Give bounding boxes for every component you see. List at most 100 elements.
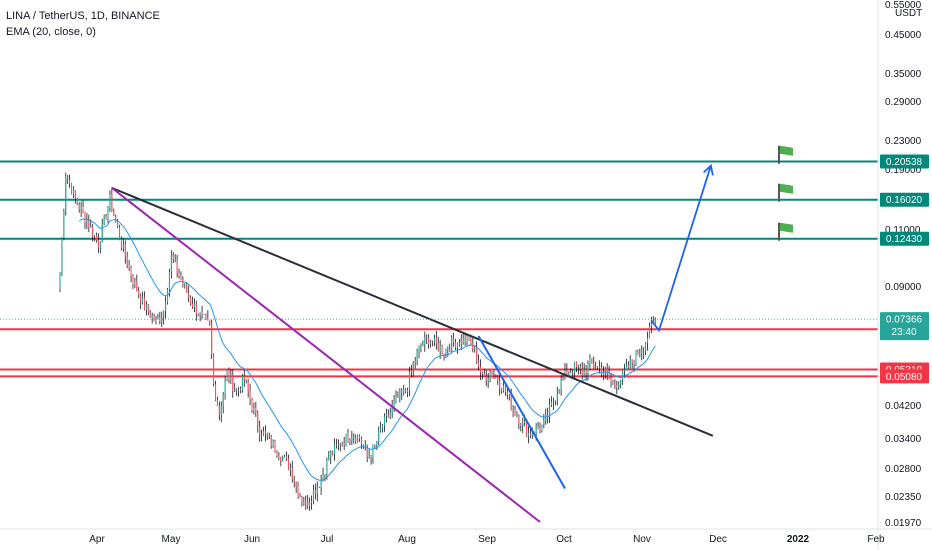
candle-body: [579, 366, 581, 369]
candle-body: [218, 405, 220, 415]
candle-body: [527, 433, 530, 437]
candle: [597, 366, 599, 370]
candle: [92, 223, 94, 242]
candle-body: [360, 438, 362, 445]
y-tick-label: 0.11000: [885, 225, 921, 236]
candle-body: [408, 372, 410, 391]
candle-body: [439, 346, 441, 352]
candle: [126, 251, 128, 269]
candle-body: [213, 354, 215, 385]
candle: [264, 425, 266, 442]
chart-legend: LINA / TetherUS, 1D, BINANCE EMA (20, cl…: [6, 8, 160, 40]
candle-body: [625, 364, 627, 370]
candle: [278, 452, 280, 461]
candle-body: [193, 303, 195, 308]
candle-body: [115, 215, 117, 222]
candle-body: [623, 369, 626, 371]
candle: [476, 341, 478, 364]
candle-body: [82, 206, 84, 212]
indicator-label[interactable]: EMA (20, close, 0): [6, 26, 96, 38]
candle: [406, 387, 409, 398]
candle-body: [410, 370, 412, 373]
candle: [481, 371, 483, 380]
candle-body: [197, 314, 199, 316]
candle-body: [453, 337, 455, 343]
candle-body: [393, 402, 395, 407]
candle-body: [435, 337, 437, 344]
candle: [214, 380, 217, 402]
flag-cloth: [780, 183, 793, 194]
candle: [84, 211, 86, 229]
candle-body: [362, 444, 364, 448]
candle: [487, 372, 489, 389]
candle: [574, 361, 576, 380]
candle-body: [368, 455, 370, 457]
candle: [378, 426, 380, 446]
candle: [485, 369, 487, 387]
candle: [67, 174, 69, 185]
candle: [391, 399, 393, 419]
candle: [268, 432, 270, 440]
candle-body: [485, 376, 487, 381]
candle: [639, 348, 641, 358]
candle-body: [650, 323, 652, 326]
candle-body: [604, 368, 606, 373]
candle-body: [324, 474, 326, 476]
candle: [253, 402, 255, 415]
candle-body: [549, 405, 551, 417]
candle: [430, 339, 432, 348]
candle: [61, 237, 63, 277]
candle-body: [76, 198, 78, 205]
candle: [216, 396, 218, 407]
candle: [410, 364, 412, 378]
candle: [149, 310, 151, 318]
candle-body: [238, 389, 240, 391]
candle: [577, 364, 579, 375]
candle: [334, 438, 336, 461]
price-tag-label: 0.05080: [886, 372, 923, 383]
flag-icon: [778, 145, 793, 164]
symbol-title[interactable]: LINA / TetherUS, 1D, BINANCE: [6, 10, 160, 22]
candle-body: [478, 361, 480, 367]
candle: [261, 429, 263, 442]
candle-body: [431, 341, 434, 343]
candle: [251, 397, 253, 413]
candle-body: [209, 320, 211, 325]
candle-body: [508, 395, 510, 397]
candle: [581, 361, 583, 380]
candle: [547, 407, 549, 424]
candle-body: [70, 183, 73, 195]
candle-body: [92, 226, 94, 237]
x-tick-label: Jul: [321, 534, 334, 545]
candle-body: [299, 496, 301, 498]
candle: [239, 386, 242, 394]
candle: [478, 354, 480, 371]
x-tick-label: Sep: [478, 534, 496, 545]
last-price-value: 0.07366: [886, 315, 923, 326]
candle-body: [153, 316, 155, 322]
candle: [554, 400, 556, 406]
candle-body: [358, 435, 361, 439]
candle: [120, 236, 122, 251]
candle-body: [399, 390, 401, 398]
candle-body: [101, 224, 103, 243]
candle-body: [468, 336, 470, 341]
candle: [372, 444, 374, 464]
candle: [572, 369, 574, 379]
candle-body: [328, 457, 330, 460]
candle-body: [437, 343, 439, 352]
candle-body: [499, 380, 501, 388]
candle: [443, 353, 445, 361]
candle: [460, 334, 462, 351]
candle-body: [501, 387, 503, 391]
price-tag-label: 0.12430: [886, 234, 923, 245]
candle-body: [357, 435, 359, 442]
x-tick-label: May: [162, 534, 181, 545]
candle: [122, 238, 124, 252]
candle-body: [316, 486, 318, 494]
candle-body: [268, 435, 270, 437]
candle: [589, 354, 591, 371]
candle: [645, 342, 647, 356]
